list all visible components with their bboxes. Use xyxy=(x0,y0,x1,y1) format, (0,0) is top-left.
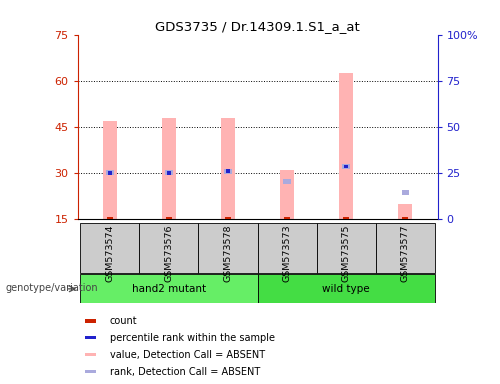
Bar xyxy=(106,170,114,175)
Bar xyxy=(84,353,96,356)
Bar xyxy=(107,217,113,220)
Bar xyxy=(102,121,118,219)
Text: GSM573577: GSM573577 xyxy=(400,224,409,282)
Bar xyxy=(398,204,412,219)
Text: rank, Detection Call = ABSENT: rank, Detection Call = ABSENT xyxy=(110,367,260,377)
Bar xyxy=(280,170,294,219)
Bar xyxy=(284,179,290,184)
Text: hand2 mutant: hand2 mutant xyxy=(132,284,206,294)
Bar xyxy=(402,217,408,220)
Text: GSM573574: GSM573574 xyxy=(106,224,114,282)
Bar xyxy=(166,217,172,220)
Bar xyxy=(225,217,231,220)
Bar xyxy=(226,169,230,173)
Text: percentile rank within the sample: percentile rank within the sample xyxy=(110,333,275,343)
Bar xyxy=(80,223,140,273)
Bar xyxy=(342,164,349,169)
Text: wild type: wild type xyxy=(322,284,370,294)
Bar xyxy=(84,319,96,323)
Bar xyxy=(84,336,96,339)
Text: value, Detection Call = ABSENT: value, Detection Call = ABSENT xyxy=(110,350,265,360)
Bar xyxy=(140,223,198,273)
Text: genotype/variation: genotype/variation xyxy=(5,283,98,293)
Text: GSM573575: GSM573575 xyxy=(342,224,350,282)
Bar xyxy=(108,171,112,175)
Bar xyxy=(344,165,348,169)
Bar xyxy=(167,171,170,175)
Bar xyxy=(84,370,96,373)
Bar xyxy=(284,217,290,220)
Title: GDS3735 / Dr.14309.1.S1_a_at: GDS3735 / Dr.14309.1.S1_a_at xyxy=(155,20,360,33)
Bar xyxy=(166,170,172,175)
Bar xyxy=(402,190,408,195)
Bar xyxy=(220,118,236,219)
Bar xyxy=(162,118,176,219)
Bar xyxy=(80,274,258,303)
Text: GSM573576: GSM573576 xyxy=(164,224,173,282)
Text: count: count xyxy=(110,316,138,326)
Text: GSM573578: GSM573578 xyxy=(224,224,232,282)
Bar xyxy=(258,223,316,273)
Bar xyxy=(376,223,434,273)
Bar xyxy=(224,169,232,174)
Bar xyxy=(338,73,353,219)
Bar xyxy=(343,217,349,220)
Text: GSM573573: GSM573573 xyxy=(282,224,292,282)
Bar xyxy=(198,223,258,273)
Bar xyxy=(316,223,376,273)
Bar xyxy=(258,274,434,303)
